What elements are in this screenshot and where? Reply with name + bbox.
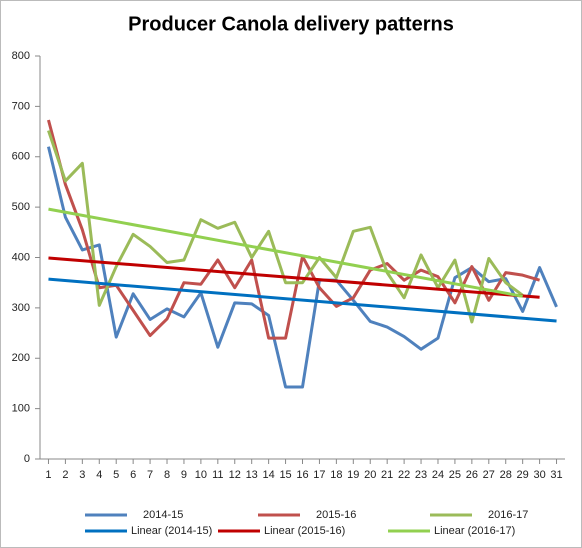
trend-line bbox=[48, 277, 557, 323]
x-tick-label: 25 bbox=[449, 469, 461, 481]
y-tick-label: 200 bbox=[12, 352, 30, 364]
x-tick-label: 9 bbox=[181, 469, 187, 481]
x-tick-label: 24 bbox=[432, 469, 444, 481]
legend-label: 2016-17 bbox=[488, 509, 528, 521]
x-tick-label: 16 bbox=[296, 469, 308, 481]
x-tick-label: 14 bbox=[263, 469, 275, 481]
legend-label: Linear (2014-15) bbox=[131, 525, 212, 537]
y-tick-label: 300 bbox=[12, 302, 30, 314]
x-tick-label: 18 bbox=[330, 469, 342, 481]
x-tick-label: 17 bbox=[313, 469, 325, 481]
x-tick-label: 29 bbox=[517, 469, 529, 481]
legend-label: Linear (2015-16) bbox=[264, 525, 345, 537]
x-tick-label: 26 bbox=[466, 469, 478, 481]
x-tick-label: 20 bbox=[364, 469, 376, 481]
y-tick-label: 600 bbox=[12, 151, 30, 163]
x-tick-label: 28 bbox=[500, 469, 512, 481]
y-tick-label: 400 bbox=[12, 251, 30, 263]
x-tick-label: 3 bbox=[79, 469, 85, 481]
y-tick-label: 700 bbox=[12, 100, 30, 112]
x-tick-label: 31 bbox=[550, 469, 562, 481]
chart-title: Producer Canola delivery patterns bbox=[128, 13, 454, 35]
x-tick-label: 15 bbox=[279, 469, 291, 481]
x-tick-label: 6 bbox=[130, 469, 136, 481]
x-tick-label: 21 bbox=[381, 469, 393, 481]
x-tick-label: 27 bbox=[483, 469, 495, 481]
y-tick-label: 0 bbox=[24, 453, 30, 465]
x-tick-label: 12 bbox=[229, 469, 241, 481]
trend-line bbox=[48, 207, 523, 298]
x-tick-label: 22 bbox=[398, 469, 410, 481]
y-tick-label: 800 bbox=[12, 50, 30, 62]
x-tick-label: 10 bbox=[195, 469, 207, 481]
y-tick-label: 500 bbox=[12, 201, 30, 213]
trend-line bbox=[48, 256, 540, 299]
x-tick-label: 19 bbox=[347, 469, 359, 481]
x-tick-label: 1 bbox=[45, 469, 51, 481]
series-line bbox=[47, 119, 541, 340]
x-tick-label: 13 bbox=[246, 469, 258, 481]
x-tick-label: 23 bbox=[415, 469, 427, 481]
x-tick-label: 2 bbox=[62, 469, 68, 481]
legend-label: 2015-16 bbox=[316, 509, 356, 521]
x-tick-label: 7 bbox=[147, 469, 153, 481]
x-tick-label: 11 bbox=[212, 469, 223, 481]
x-tick-label: 30 bbox=[533, 469, 545, 481]
legend-label: Linear (2016-17) bbox=[434, 525, 515, 537]
x-tick-label: 4 bbox=[96, 469, 102, 481]
legend-label: 2014-15 bbox=[143, 509, 183, 521]
y-tick-label: 100 bbox=[12, 403, 30, 415]
x-tick-label: 8 bbox=[164, 469, 170, 481]
series-line bbox=[47, 130, 524, 324]
x-tick-label: 5 bbox=[113, 469, 119, 481]
